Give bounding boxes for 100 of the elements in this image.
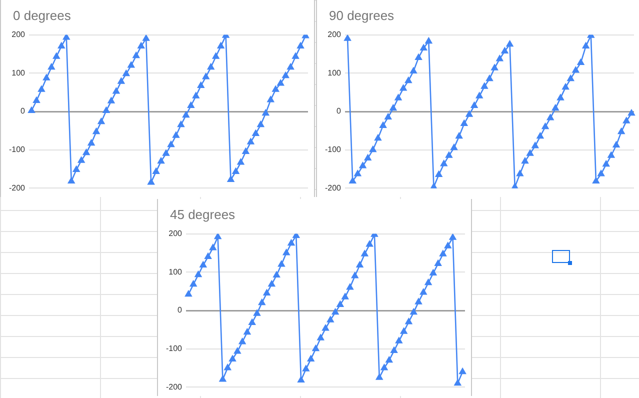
point: [112, 88, 120, 94]
point: [536, 132, 544, 139]
point: [118, 78, 125, 84]
point: [48, 64, 55, 70]
point: [449, 234, 456, 240]
point: [459, 368, 466, 374]
point: [317, 334, 324, 340]
point: [390, 104, 397, 111]
chart-title: 45 degrees: [170, 207, 236, 222]
point: [342, 293, 349, 300]
point: [162, 150, 170, 156]
point: [522, 158, 528, 164]
point: [425, 37, 432, 44]
point: [263, 289, 270, 296]
point: [450, 144, 458, 150]
point: [369, 146, 376, 152]
point: [192, 92, 200, 98]
point: [440, 160, 448, 166]
point: [254, 310, 260, 316]
y-tick-label: 0: [20, 106, 26, 116]
point: [351, 272, 358, 278]
point: [282, 249, 290, 256]
point: [486, 75, 493, 82]
point: [238, 338, 246, 344]
point: [582, 42, 590, 49]
point: [346, 284, 354, 290]
point: [298, 376, 304, 383]
point: [410, 308, 418, 315]
point: [252, 130, 260, 136]
point: [380, 122, 386, 128]
point: [302, 365, 310, 372]
point: [466, 110, 473, 117]
point: [194, 270, 202, 278]
point: [546, 114, 554, 120]
point: [532, 142, 539, 148]
y-tick-label: 0: [336, 106, 342, 116]
point: [248, 318, 256, 326]
point: [288, 240, 295, 246]
point: [356, 261, 364, 268]
point: [572, 66, 580, 73]
point: [217, 42, 224, 49]
point: [234, 348, 241, 354]
point: [102, 106, 110, 113]
point: [267, 96, 274, 102]
point: [516, 170, 524, 176]
point: [526, 150, 534, 156]
point: [444, 242, 452, 248]
y-tick-label: -200: [324, 183, 342, 192]
point: [200, 261, 207, 268]
point: [204, 252, 212, 260]
point: [224, 364, 232, 370]
point: [38, 86, 45, 92]
point: [28, 106, 35, 113]
y-tick-label: 200: [168, 229, 183, 238]
point: [168, 141, 174, 148]
point: [567, 75, 574, 82]
point: [454, 380, 462, 386]
point: [322, 324, 329, 331]
point: [138, 42, 145, 49]
point: [312, 345, 320, 352]
y-tick-label: -100: [8, 145, 26, 154]
y-tick-label: -200: [8, 183, 26, 192]
point: [396, 337, 402, 344]
point: [278, 260, 285, 267]
point: [43, 74, 50, 80]
point: [364, 154, 372, 161]
point: [292, 52, 299, 59]
point: [185, 290, 192, 297]
point: [62, 34, 70, 40]
point: [598, 170, 604, 176]
point: [82, 149, 90, 156]
y-tick-label: 200: [12, 30, 26, 40]
point: [262, 110, 270, 116]
point: [58, 42, 65, 49]
point: [608, 152, 615, 158]
point: [622, 117, 630, 124]
point: [501, 47, 508, 54]
point: [552, 104, 559, 111]
point: [361, 250, 368, 256]
point: [210, 244, 216, 250]
point: [78, 156, 85, 163]
point: [491, 64, 498, 70]
y-tick-label: -200: [166, 382, 183, 392]
point: [424, 279, 432, 286]
point: [282, 72, 290, 78]
point: [404, 76, 412, 84]
point: [359, 162, 366, 168]
point: [612, 141, 620, 148]
point: [349, 177, 356, 184]
point: [197, 82, 204, 88]
point: [410, 67, 417, 74]
point: [415, 54, 422, 60]
point: [562, 83, 569, 90]
y-tick-label: -100: [166, 344, 183, 354]
point: [476, 92, 483, 98]
point: [400, 84, 407, 91]
point: [602, 160, 610, 167]
point: [72, 166, 80, 172]
point: [232, 168, 240, 174]
point: [68, 177, 75, 184]
